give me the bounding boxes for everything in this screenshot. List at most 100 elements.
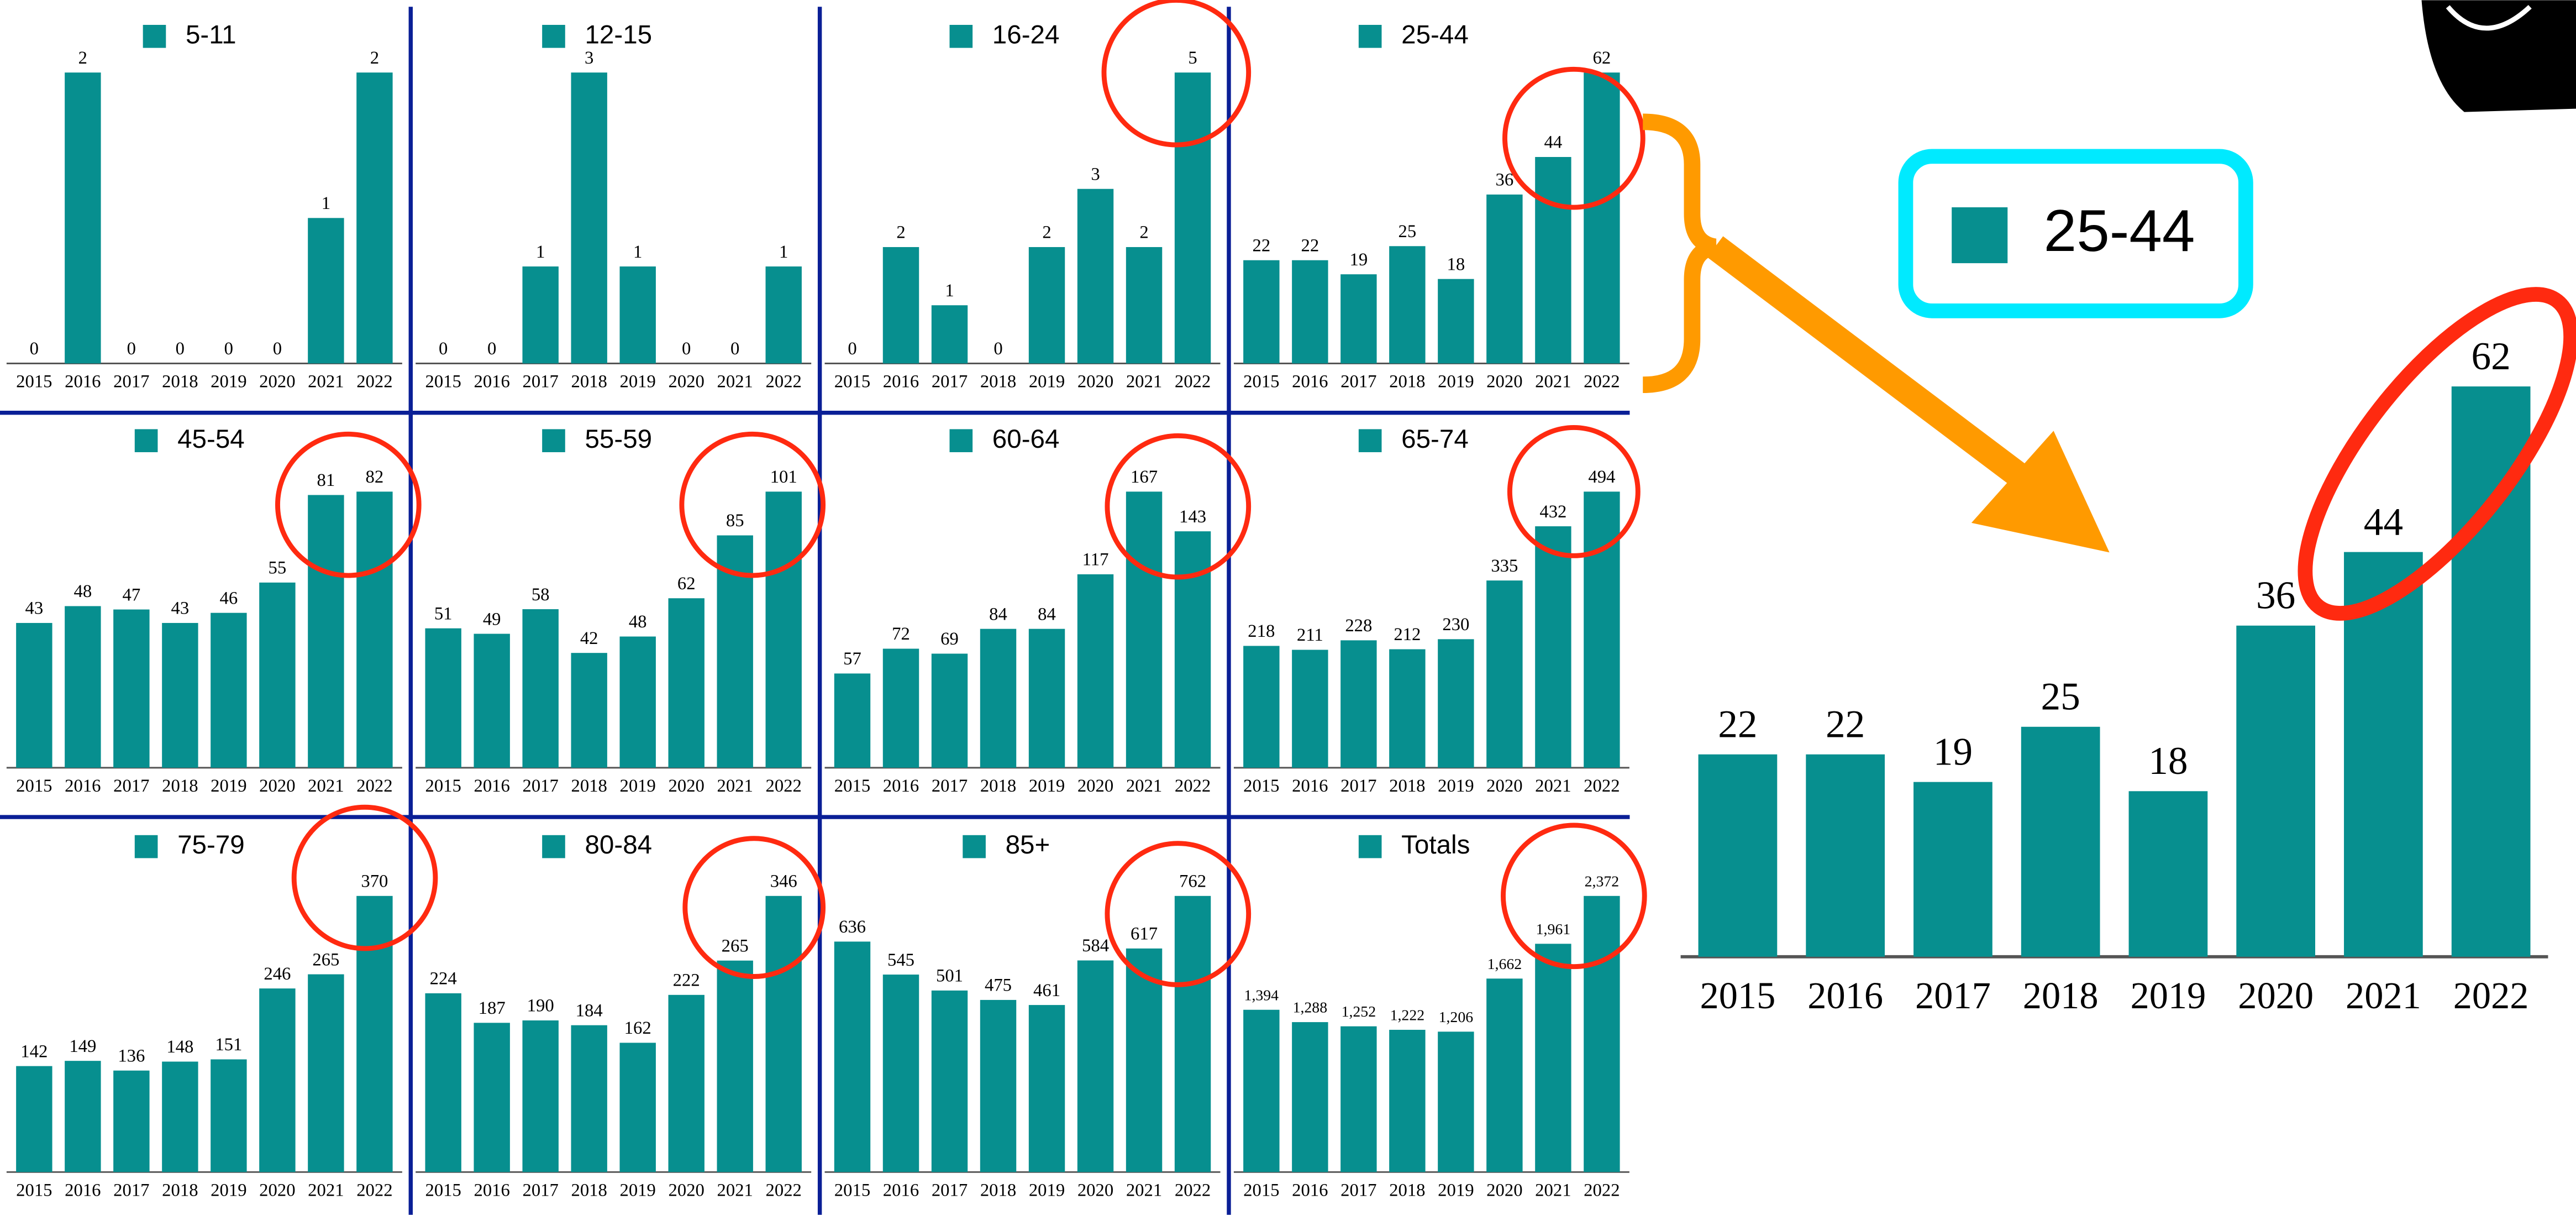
x-tick-label: 2016 — [1292, 776, 1328, 796]
x-tick-label: 2019 — [1438, 372, 1474, 392]
data-label: 2 — [78, 48, 87, 68]
data-label: 22 — [1252, 235, 1270, 255]
data-label: 335 — [1491, 556, 1518, 576]
x-tick-label: 2021 — [308, 372, 344, 392]
x-tick-label: 2021 — [1535, 1180, 1571, 1200]
data-label: 81 — [317, 470, 335, 490]
data-label: 545 — [887, 950, 914, 970]
x-tick-label: 2017 — [523, 776, 559, 796]
x-tick-label: 2018 — [1389, 776, 1425, 796]
x-tick-label: 2019 — [1438, 776, 1474, 796]
bar — [211, 1059, 247, 1172]
x-tick-label: 2015 — [1700, 975, 1776, 1017]
x-tick-label: 2020 — [669, 776, 705, 796]
x-tick-label: 2019 — [211, 776, 246, 796]
circle — [291, 804, 438, 951]
legend-swatch — [143, 24, 166, 48]
legend-label: 45-54 — [177, 425, 245, 454]
bar — [1077, 574, 1114, 768]
data-label: 3 — [585, 48, 593, 68]
legend-label: 65-74 — [1401, 425, 1469, 454]
data-label: 212 — [1394, 625, 1421, 645]
zoom-highlight — [2298, 287, 2576, 621]
x-tick-label: 2015 — [425, 776, 461, 796]
bar — [65, 1061, 101, 1172]
data-label: 43 — [171, 599, 190, 619]
x-tick-label: 2018 — [571, 776, 607, 796]
x-tick-label: 2022 — [2453, 975, 2529, 1017]
x-tick-label: 2015 — [16, 776, 52, 796]
legend-label: 55-59 — [585, 425, 652, 454]
bar — [2128, 791, 2208, 957]
data-label: 101 — [770, 467, 797, 487]
data-label: 0 — [273, 339, 282, 359]
x-tick-label: 2020 — [2238, 975, 2314, 1017]
x-tick-label: 2017 — [1340, 776, 1376, 796]
x-tick-label: 2017 — [932, 776, 968, 796]
circle — [1501, 823, 1647, 970]
x-tick-label: 2020 — [1077, 1180, 1113, 1200]
bar — [1340, 1026, 1377, 1172]
bar — [1243, 646, 1280, 768]
bar — [619, 1043, 656, 1172]
data-label: 0 — [439, 339, 448, 359]
data-label: 346 — [770, 872, 797, 892]
bar — [1174, 895, 1211, 1172]
arrow-head — [1971, 431, 2110, 553]
bar — [1077, 188, 1114, 364]
data-label: 0 — [127, 339, 136, 359]
data-label: 1,252 — [1342, 1003, 1376, 1020]
data-label: 1 — [945, 281, 954, 301]
x-tick-label: 2022 — [1175, 372, 1211, 392]
x-tick-label: 2015 — [1243, 1180, 1279, 1200]
x-tick-label: 2022 — [766, 1180, 802, 1200]
data-label: 84 — [989, 604, 1007, 624]
data-label: 5 — [1188, 48, 1197, 68]
x-tick-label: 2018 — [162, 776, 198, 796]
data-label: 84 — [1038, 604, 1056, 624]
legend-swatch — [134, 835, 158, 858]
data-label: 62 — [677, 574, 696, 594]
data-label: 149 — [69, 1036, 96, 1056]
bar — [668, 994, 705, 1172]
x-tick-label: 2019 — [620, 776, 656, 796]
data-label: 222 — [673, 971, 700, 991]
x-tick-label: 2015 — [425, 372, 461, 392]
bar — [1535, 526, 1571, 768]
data-label: 762 — [1179, 872, 1206, 892]
bar — [668, 598, 705, 768]
legend-swatch — [949, 429, 973, 453]
data-label: 57 — [843, 649, 861, 669]
data-label: 190 — [527, 996, 554, 1016]
bar — [619, 266, 656, 364]
legend-label: 16-24 — [992, 20, 1060, 49]
x-tick-label: 2022 — [356, 1180, 392, 1200]
bar — [571, 653, 607, 768]
x-tick-label: 2016 — [1292, 1180, 1328, 1200]
data-label: 22 — [1718, 703, 1757, 746]
x-tick-label: 2018 — [1389, 1180, 1425, 1200]
bar — [1028, 1005, 1065, 1172]
bar — [522, 609, 559, 768]
x-tick-label: 2020 — [669, 1180, 705, 1200]
x-tick-label: 2020 — [1077, 776, 1113, 796]
x-tick-label: 2017 — [1340, 1180, 1376, 1200]
legend-label: 5-11 — [186, 20, 236, 49]
bar — [834, 673, 871, 768]
x-tick-label: 2020 — [259, 372, 295, 392]
bar — [1584, 491, 1620, 768]
circle — [1507, 425, 1641, 558]
bar — [425, 628, 461, 768]
x-tick-label: 2022 — [1584, 372, 1620, 392]
x-tick-label: 2017 — [523, 1180, 559, 1200]
data-label: 85 — [726, 511, 744, 531]
bar — [931, 990, 968, 1172]
data-label: 151 — [215, 1035, 242, 1055]
data-label: 25 — [1399, 222, 1417, 242]
zoom-legend-box — [1898, 149, 2253, 318]
x-tick-label: 2019 — [2131, 975, 2206, 1017]
legend-label: 75-79 — [177, 830, 245, 860]
data-label: 43 — [25, 599, 43, 619]
bar — [619, 636, 656, 768]
x-tick-label: 2016 — [65, 1180, 101, 1200]
